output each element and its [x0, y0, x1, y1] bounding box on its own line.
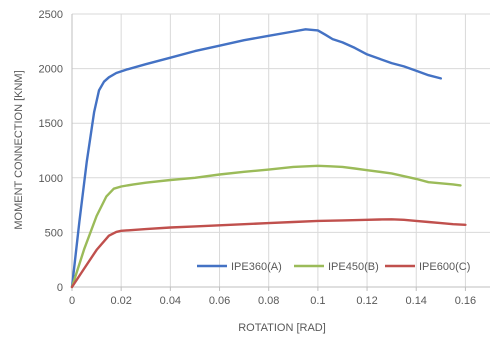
- legend-label: IPE450(B): [328, 261, 379, 273]
- y-tick-label: 0: [57, 282, 63, 294]
- x-tick-label: 0: [69, 295, 75, 307]
- x-tick-label: 0.02: [110, 295, 131, 307]
- x-tick-label: 0.04: [160, 295, 181, 307]
- series-line-1: [70, 28, 442, 289]
- y-axis-title: MOMENT CONNECTION [KNM]: [13, 70, 25, 229]
- axes: [71, 14, 490, 291]
- grid-lines: [72, 13, 490, 287]
- y-tick-labels: 0 500 1000 1500 2000 2500: [39, 9, 63, 294]
- x-tick-labels: 0 0.02 0.04 0.06 0.08 0.1 0.12 0.14 0.16: [69, 295, 476, 307]
- x-axis-title: ROTATION [RAD]: [238, 322, 326, 334]
- legend-label: IPE360(A): [231, 261, 282, 273]
- y-tick-label: 1000: [39, 173, 63, 185]
- legend: IPE360(A) IPE450(B) IPE600(C): [197, 261, 470, 273]
- y-tick-label: 2000: [39, 64, 63, 76]
- x-tick-label: 0.14: [406, 295, 427, 307]
- y-tick-label: 2500: [39, 9, 63, 21]
- x-tick-label: 0.16: [455, 295, 476, 307]
- x-tick-label: 0.1: [310, 295, 325, 307]
- x-tick-label: 0.12: [356, 295, 377, 307]
- legend-label: IPE600(C): [419, 261, 470, 273]
- series-line-2: [70, 164, 462, 289]
- x-tick-label: 0.06: [209, 295, 230, 307]
- series-line-3: [70, 218, 467, 289]
- y-tick-label: 1500: [39, 118, 63, 130]
- series-lines: [70, 28, 467, 289]
- y-tick-label: 500: [45, 227, 63, 239]
- x-tick-label: 0.08: [258, 295, 279, 307]
